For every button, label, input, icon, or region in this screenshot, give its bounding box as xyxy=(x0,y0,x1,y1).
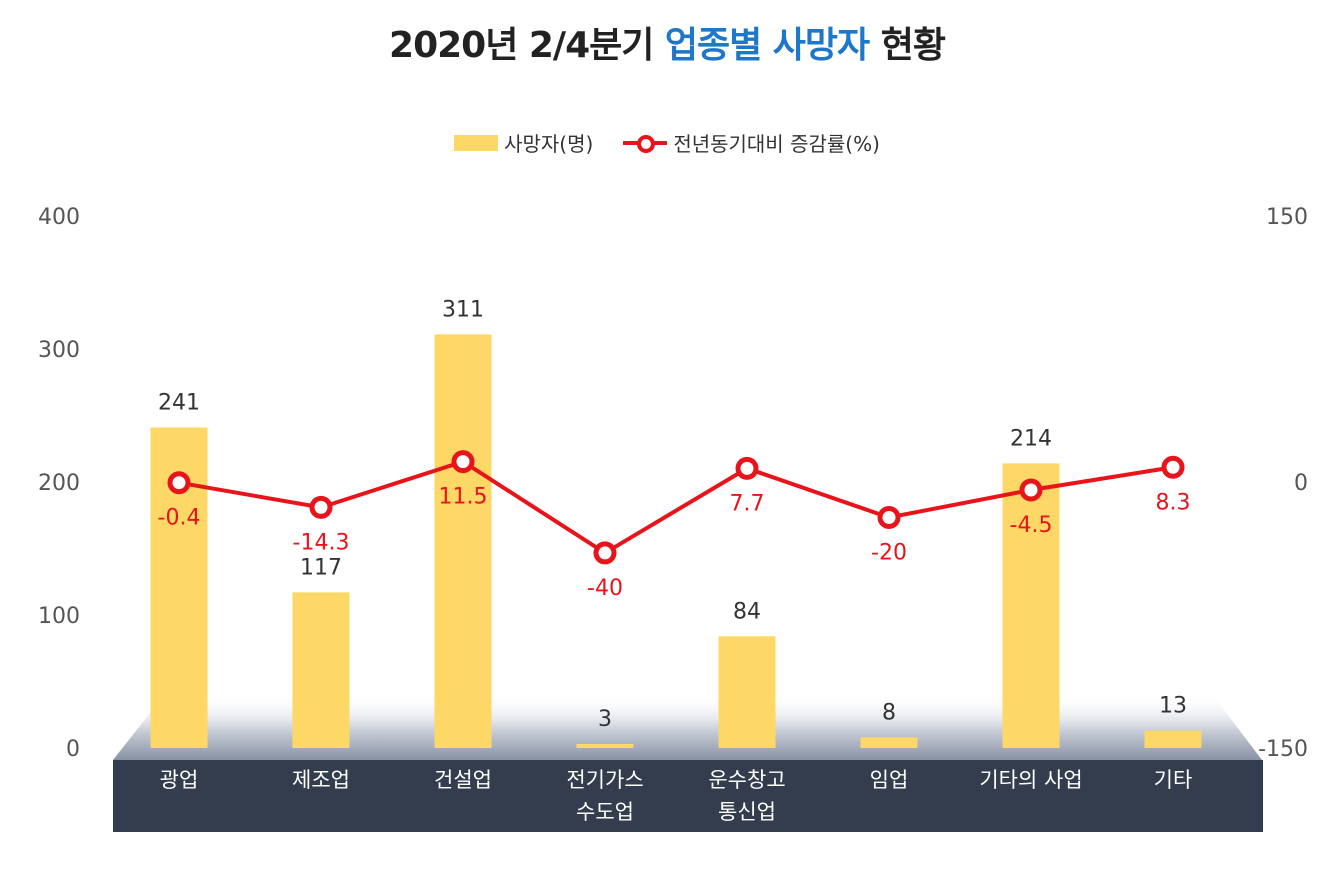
line-value-label: -4.5 xyxy=(1010,513,1053,538)
bar xyxy=(576,744,634,748)
bar-value-label: 3 xyxy=(598,707,612,732)
chart-title-prefix: 2020년 2/4분기 xyxy=(389,25,665,66)
line-point xyxy=(1019,478,1043,502)
bar xyxy=(1144,730,1202,748)
y-left-tick-label: 400 xyxy=(38,205,80,230)
chart-title: 2020년 2/4분기 업종별 사망자 현황 xyxy=(0,16,1334,68)
category-label: 전기가스 수도업 xyxy=(566,768,643,824)
bar-value-label: 13 xyxy=(1159,694,1187,719)
line-point xyxy=(593,541,617,565)
line-point xyxy=(451,450,475,474)
bar xyxy=(292,592,350,748)
line-point xyxy=(877,505,901,529)
legend-line-swatch xyxy=(623,134,668,153)
y-left-tick-label: 100 xyxy=(38,604,80,629)
legend-bar-label: 사망자(명) xyxy=(504,132,594,156)
bar-value-label: 8 xyxy=(882,700,896,725)
line-value-label: -14.3 xyxy=(293,530,350,555)
legend-line-label: 전년동기대비 증감률(%) xyxy=(673,132,880,156)
bar-value-label: 214 xyxy=(1010,426,1052,451)
bar xyxy=(1002,463,1060,748)
y-left-tick-label: 300 xyxy=(38,338,80,363)
category-label: 제조업 xyxy=(292,768,350,792)
category-label: 광업 xyxy=(160,768,199,792)
line-value-label: 8.3 xyxy=(1156,490,1191,515)
y-right-tick-label: 150 xyxy=(1266,205,1308,230)
line-point xyxy=(167,471,191,495)
line-value-label: -0.4 xyxy=(158,506,201,531)
chart-title-highlight: 업종별 사망자 xyxy=(664,25,870,66)
line-value-label: -40 xyxy=(587,576,623,601)
line-point xyxy=(735,456,759,480)
line-value-label: 11.5 xyxy=(439,485,488,510)
chart-legend: 사망자(명) 전년동기대비 증감률(%) xyxy=(0,128,1334,157)
line-point xyxy=(309,495,333,519)
category-band xyxy=(113,760,1263,832)
line-series xyxy=(178,459,1174,555)
category-label: 건설업 xyxy=(434,768,492,792)
line-point xyxy=(1161,455,1185,479)
category-label: 임업 xyxy=(870,768,909,792)
line-value-label: 7.7 xyxy=(730,491,765,516)
category-label: 기타 xyxy=(1154,768,1193,792)
legend-bar-swatch xyxy=(454,134,499,151)
bar xyxy=(860,737,918,748)
category-label: 운수창고 통신업 xyxy=(708,768,785,824)
chart-title-suffix: 현황 xyxy=(869,25,946,66)
y-left-tick-label: 200 xyxy=(38,471,80,496)
bar-value-label: 84 xyxy=(733,599,761,624)
bar-value-label: 117 xyxy=(300,555,342,580)
bar-value-label: 311 xyxy=(442,297,484,322)
chart-floor xyxy=(113,694,1262,760)
bar-value-label: 241 xyxy=(158,390,200,415)
category-label: 기타의 사업 xyxy=(979,768,1082,792)
y-right-tick-label: 0 xyxy=(1294,471,1308,496)
bar xyxy=(718,636,776,748)
legend-item-line: 전년동기대비 증감률(%) xyxy=(623,128,880,157)
y-left-tick-label: 0 xyxy=(66,737,80,762)
bar xyxy=(434,334,492,748)
legend-item-bar: 사망자(명) xyxy=(454,128,593,157)
y-right-tick-label: -150 xyxy=(1258,737,1308,762)
line-value-label: -20 xyxy=(871,540,907,565)
